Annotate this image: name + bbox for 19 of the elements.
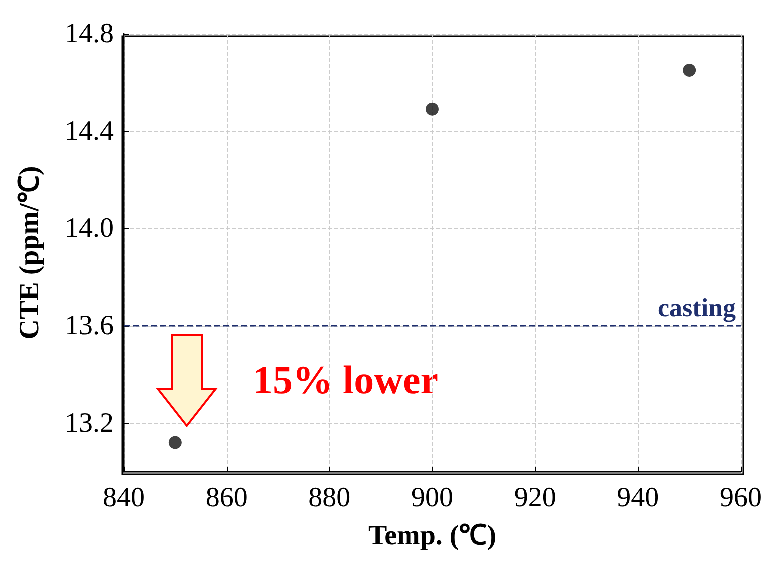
x-tick-label: 920 [514,482,556,514]
x-tick-label: 960 [720,482,762,514]
y-tick-label: 13.2 [65,408,114,439]
y-axis-title: CTE (ppm/℃) [14,166,46,340]
point [168,436,182,450]
x-tick-label: 840 [103,482,145,514]
x-tick-label: 860 [206,482,248,514]
point [683,64,696,77]
ref-line-label: casting [658,294,736,322]
y-tick-label: 13.6 [65,310,114,342]
annotation: 15% lower [253,358,439,402]
x-tick-label: 880 [308,482,351,514]
y-tick-label: 14.8 [65,18,114,50]
y-tick-label: 14.0 [65,213,114,244]
point [426,102,439,116]
y-tick-label: 14.4 [65,116,114,147]
x-tick-label: 900 [412,482,454,514]
x-axis-title: Temp. (℃) [368,520,497,552]
x-tick-label: 940 [617,482,660,514]
